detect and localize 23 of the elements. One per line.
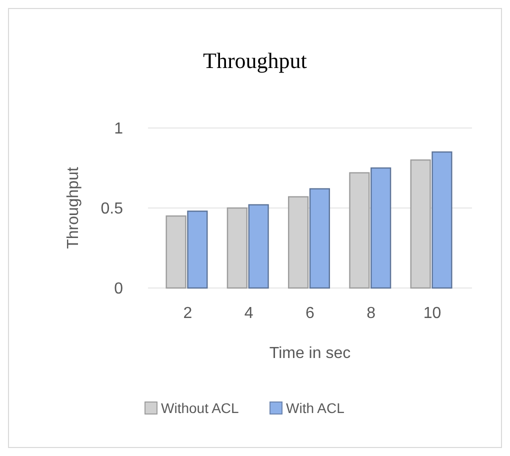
bar [248,204,269,289]
y-tick-label: 0 [114,280,124,298]
x-tick-label: 8 [366,305,376,322]
legend-label: With ACL [286,400,345,416]
chart-title: Throughput [203,48,307,73]
x-axis-title: Time in sec [269,345,351,362]
bar [432,151,452,289]
y-axis-title: Throughput [65,166,82,249]
bar [349,172,370,289]
bar [370,167,392,289]
bar [288,196,309,289]
bar [187,210,208,289]
bar [410,159,431,289]
x-tick-label: 10 [423,305,442,322]
y-tick-label: 0.5 [100,200,124,218]
x-tick-label: 2 [183,305,192,322]
bar [166,215,186,289]
x-tick-label: 6 [306,305,315,322]
legend-label: Without ACL [161,400,240,416]
bar [226,207,248,289]
x-tick-label: 4 [244,305,254,322]
bar [309,188,330,289]
y-tick-label: 1 [114,120,124,138]
